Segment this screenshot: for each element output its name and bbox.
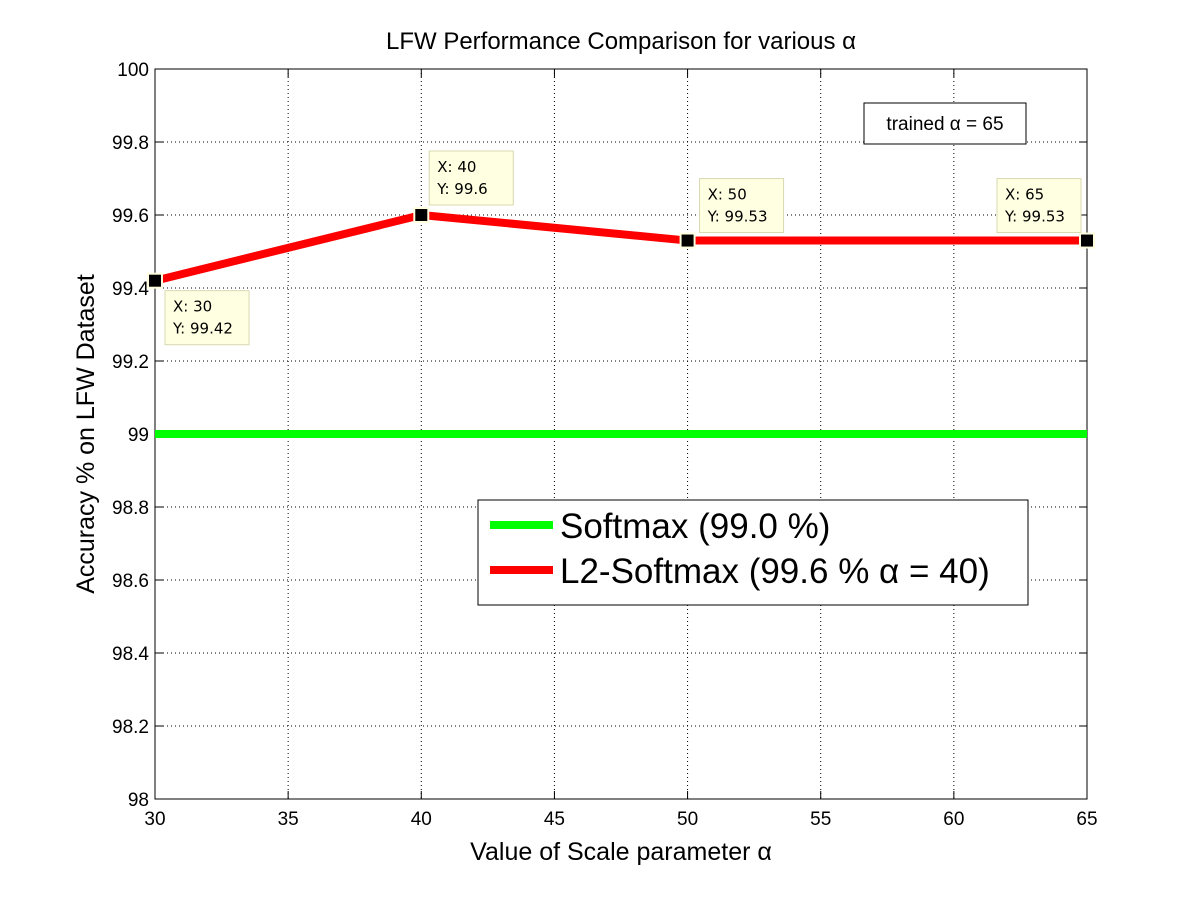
y-tick-label: 98.8 — [112, 498, 149, 519]
x-tick-label: 55 — [810, 809, 831, 830]
data-tip-y: Y: 99.53 — [1004, 208, 1065, 226]
legend-label-softmax: Softmax (99.0 %) — [560, 507, 830, 546]
legend-label-l2-softmax: L2-Softmax (99.6 % α = 40) — [560, 552, 990, 591]
data-tip-box — [164, 290, 250, 346]
y-tick-label: 98 — [128, 790, 149, 811]
data-tip-x: X: 30 — [173, 298, 212, 316]
data-marker — [679, 232, 696, 249]
y-tick-label: 99.8 — [112, 133, 149, 154]
annotation-text: trained α = 65 — [886, 114, 1003, 135]
y-tick-label: 100 — [117, 60, 149, 81]
data-tip-y: Y: 99.6 — [436, 180, 487, 198]
data-tip: X: 65 Y: 99.53 — [996, 178, 1082, 234]
x-tick-label: 45 — [544, 809, 565, 830]
legend-box — [477, 499, 1029, 606]
series-lines — [154, 211, 1087, 438]
data-marker — [147, 272, 163, 289]
x-tick-label: 40 — [411, 809, 432, 830]
data-markers — [147, 207, 1095, 289]
x-tick-label: 30 — [144, 809, 165, 830]
data-tip-x: X: 40 — [437, 158, 476, 176]
data-marker — [1079, 232, 1095, 249]
x-axis-tick-labels: 30 35 40 45 50 55 60 65 — [144, 809, 1097, 830]
data-tip-y: Y: 99.53 — [707, 208, 768, 226]
y-tick-label: 99 — [128, 425, 149, 446]
data-tip-box — [699, 178, 785, 234]
data-marker — [413, 207, 430, 223]
x-tick-label: 65 — [1076, 809, 1097, 830]
y-tick-label: 99.4 — [112, 279, 149, 300]
y-axis-tick-labels: 98 98.2 98.4 98.6 98.8 99 99.2 99.4 99.6 99.8 100 — [112, 60, 149, 811]
y-axis-title: Accuracy % on LFW Dataset — [72, 274, 100, 594]
data-tip-x: X: 65 — [1005, 186, 1044, 204]
y-tick-label: 98.4 — [112, 644, 149, 665]
data-tip: X: 40 Y: 99.6 — [428, 150, 514, 206]
data-tip: X: 50 Y: 99.53 — [699, 178, 785, 234]
data-tip-box — [428, 150, 514, 206]
x-tick-label: 50 — [677, 809, 698, 830]
data-tip-x: X: 50 — [708, 186, 747, 204]
y-tick-label: 99.6 — [112, 206, 149, 227]
x-tick-label: 60 — [943, 809, 964, 830]
data-tips: X: 30Y: 99.42X: 40Y: 99.6 X: 50Y: 99.53X:… — [164, 150, 1082, 346]
l2-softmax-line — [154, 211, 1087, 285]
legend: Softmax (99.0 %) L2-Softmax (99.6 % α = 4… — [477, 499, 1029, 606]
x-tick-label: 35 — [278, 809, 299, 830]
y-tick-label: 98.6 — [112, 571, 149, 592]
data-tip-y: Y: 99.42 — [172, 320, 233, 338]
data-tip-box — [996, 178, 1082, 234]
chart-title: LFW Performance Comparison for various α — [386, 28, 856, 55]
data-tip: X: 30 Y: 99.42 — [164, 290, 250, 346]
y-tick-label: 98.2 — [112, 717, 149, 738]
x-axis-title: Value of Scale parameter α — [470, 838, 772, 866]
annotation-box: trained α = 65 — [863, 102, 1027, 145]
y-tick-label: 99.2 — [112, 352, 149, 373]
